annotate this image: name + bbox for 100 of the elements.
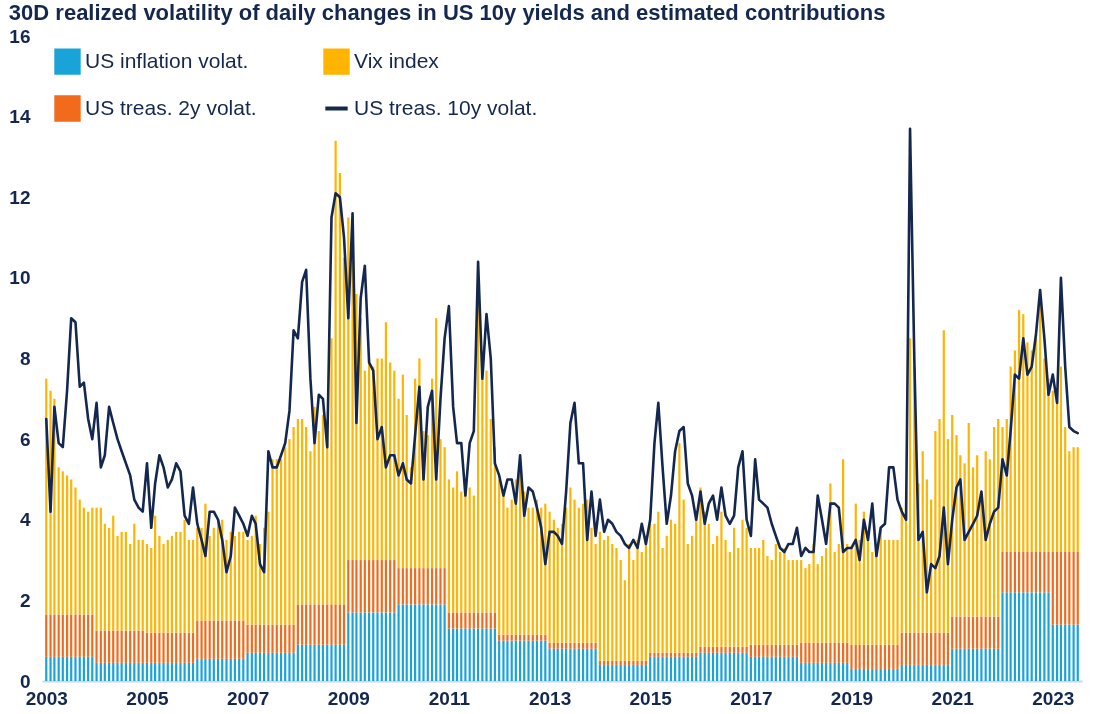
- bar: [619, 560, 622, 661]
- bar: [498, 640, 501, 681]
- bar: [1013, 592, 1016, 681]
- bar: [955, 435, 958, 617]
- bar: [925, 632, 928, 665]
- bar: [690, 656, 694, 681]
- bar: [720, 646, 723, 653]
- bar: [1034, 592, 1038, 681]
- legend-label: US treas. 2y volat.: [85, 95, 257, 119]
- bar: [305, 604, 308, 645]
- bar: [120, 630, 123, 663]
- bar: [930, 664, 933, 681]
- bar: [175, 662, 178, 681]
- bar: [447, 479, 450, 613]
- bar: [560, 642, 564, 649]
- bar: [162, 662, 165, 681]
- bar: [452, 487, 455, 613]
- bar: [187, 632, 190, 663]
- bar: [724, 652, 727, 681]
- bar: [812, 662, 815, 681]
- bar: [514, 640, 517, 681]
- bar: [1030, 592, 1033, 681]
- bar: [858, 644, 861, 669]
- bar: [606, 535, 610, 661]
- bar: [808, 642, 811, 663]
- bar: [368, 560, 371, 613]
- bar: [955, 648, 958, 681]
- bar: [175, 531, 178, 633]
- bar: [267, 511, 270, 625]
- bar: [871, 552, 874, 645]
- bar: [795, 656, 799, 681]
- bar: [225, 658, 228, 681]
- bar: [397, 568, 400, 605]
- bar: [493, 628, 496, 681]
- bar: [1055, 552, 1059, 625]
- bar: [498, 479, 501, 635]
- bar: [921, 632, 924, 665]
- bar: [745, 646, 748, 653]
- bar: [489, 418, 492, 613]
- bar: [292, 652, 295, 681]
- bar: [1009, 552, 1012, 593]
- bar: [384, 560, 388, 613]
- x-tick-label: 2015: [629, 687, 673, 709]
- bar: [749, 656, 752, 681]
- bar: [636, 660, 639, 665]
- bar: [246, 539, 249, 625]
- bar: [732, 527, 736, 647]
- bar: [229, 658, 232, 681]
- bar: [124, 662, 128, 681]
- bar: [841, 662, 845, 681]
- bar: [908, 632, 912, 665]
- bar: [632, 560, 635, 661]
- bar: [917, 664, 920, 681]
- bar: [376, 612, 379, 681]
- bar: [535, 634, 539, 641]
- bar: [716, 652, 719, 681]
- bar: [267, 624, 270, 653]
- bar: [531, 507, 534, 635]
- bar: [380, 560, 383, 613]
- bar: [716, 646, 719, 653]
- bar: [875, 644, 878, 669]
- bar: [556, 648, 559, 681]
- bar: [129, 662, 132, 681]
- bar: [191, 662, 195, 681]
- bar: [720, 511, 723, 647]
- bar: [397, 604, 400, 681]
- bar: [653, 652, 656, 657]
- bar: [808, 662, 811, 681]
- bar: [476, 612, 480, 629]
- bar: [45, 614, 48, 657]
- bar: [129, 543, 132, 631]
- bar: [573, 648, 576, 681]
- bar: [363, 560, 366, 613]
- bar: [87, 614, 90, 657]
- bar: [405, 568, 408, 605]
- bar: [783, 656, 786, 681]
- bar: [1068, 552, 1071, 625]
- x-tick-label: 2013: [528, 687, 572, 709]
- bar: [544, 640, 547, 681]
- bar: [766, 644, 769, 657]
- bar: [82, 507, 85, 615]
- bar: [665, 535, 668, 653]
- bar: [921, 664, 924, 681]
- bar: [246, 624, 249, 653]
- bar: [594, 642, 597, 649]
- bar: [443, 604, 446, 681]
- bar: [481, 628, 484, 681]
- bar: [825, 642, 828, 663]
- bar: [963, 616, 966, 649]
- bar: [275, 624, 278, 653]
- bar: [472, 628, 475, 681]
- bar: [649, 656, 652, 681]
- bar: [330, 338, 333, 605]
- bar: [233, 658, 236, 681]
- bar: [992, 616, 996, 649]
- bar: [191, 632, 195, 663]
- bar: [455, 471, 459, 613]
- bar: [544, 634, 547, 641]
- bar: [296, 604, 299, 645]
- bar: [65, 614, 69, 657]
